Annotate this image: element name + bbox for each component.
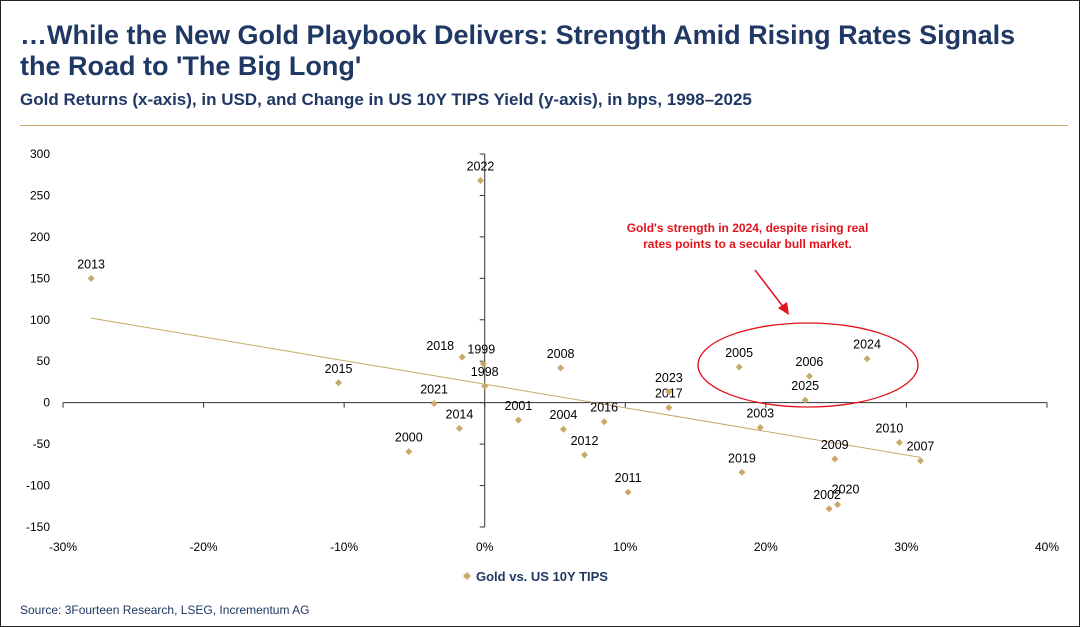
point-label-2022: 2022 (467, 160, 495, 174)
annotation-text: Gold's strength in 2024, despite rising … (626, 221, 869, 251)
point-label-2025: 2025 (791, 379, 819, 393)
x-tick-label: -10% (330, 540, 358, 554)
point-label-2018: 2018 (426, 339, 454, 353)
x-tick-label: 0% (476, 540, 494, 554)
data-point-2018 (458, 353, 466, 361)
point-label-2003: 2003 (746, 407, 774, 421)
point-label-2009: 2009 (821, 438, 849, 452)
data-point-2015 (335, 379, 343, 387)
data-point-2005 (735, 363, 743, 371)
data-point-2014 (455, 424, 463, 432)
y-tick-label: 250 (30, 188, 50, 202)
point-label-1998: 1998 (471, 365, 499, 379)
point-label-2005: 2005 (725, 346, 753, 360)
x-tick-label: 30% (894, 540, 918, 554)
y-tick-label: 200 (30, 230, 50, 244)
data-point-2020 (834, 501, 842, 509)
legend: Gold vs. US 10Y TIPS (463, 569, 608, 584)
scatter-chart: -30% -20% -10% 0% 10% 20% 30% 40% -150 -100 -50 0 50… (26, 147, 1059, 584)
point-label-2024: 2024 (853, 338, 881, 352)
point-label-2002: 2002 (813, 488, 841, 502)
data-point-2025 (801, 396, 809, 404)
data-point-2021 (430, 399, 438, 407)
data-point-2017 (665, 404, 673, 412)
title-divider (20, 125, 1068, 126)
source-note: Source: 3Fourteen Research, LSEG, Increm… (20, 603, 310, 617)
data-point-2013 (87, 274, 95, 282)
annotation-arrow (754, 269, 785, 309)
x-tick-label: 40% (1035, 540, 1059, 554)
y-tick-label: -100 (26, 479, 50, 493)
point-label-2020: 2020 (832, 483, 860, 497)
point-label-2012: 2012 (571, 434, 599, 448)
point-label-2006: 2006 (796, 355, 824, 369)
point-label-2000: 2000 (395, 431, 423, 445)
data-point-2000 (405, 448, 413, 456)
y-tick-label: 150 (30, 271, 50, 285)
x-tick-label: 10% (613, 540, 637, 554)
annotation-arrow-head (778, 302, 789, 315)
data-point-2001 (514, 416, 522, 424)
point-label-2023: 2023 (655, 371, 683, 385)
y-tick-label: -150 (26, 520, 50, 534)
data-point-2007 (916, 457, 924, 465)
data-point-2011 (624, 488, 632, 496)
legend-marker (463, 572, 471, 580)
y-tick-label: 300 (30, 147, 50, 161)
point-label-2001: 2001 (505, 399, 533, 413)
legend-label: Gold vs. US 10Y TIPS (476, 569, 608, 584)
point-label-2004: 2004 (550, 408, 578, 422)
data-point-2006 (805, 372, 813, 380)
data-point-2004 (559, 425, 567, 433)
data-point-2010 (895, 438, 903, 446)
trendline-group (91, 317, 921, 458)
point-label-2013: 2013 (77, 257, 105, 271)
point-label-2010: 2010 (875, 421, 903, 435)
point-label-2019: 2019 (728, 451, 756, 465)
x-tick-label: 20% (754, 540, 778, 554)
point-label-2011: 2011 (615, 471, 642, 485)
point-label-2014: 2014 (446, 407, 474, 421)
point-label-2015: 2015 (325, 362, 353, 376)
data-point-1998 (481, 382, 489, 390)
point-label-2008: 2008 (547, 347, 575, 361)
data-point-2016 (600, 418, 608, 426)
y-tick-label: -50 (33, 437, 51, 451)
y-tick-label: 100 (30, 313, 50, 327)
data-point-2008 (557, 364, 565, 372)
data-point-2009 (831, 455, 839, 463)
data-point-1999 (479, 360, 487, 368)
data-point-2002 (825, 505, 833, 513)
chart-title: …While the New Gold Playbook Delivers: S… (20, 20, 1016, 81)
x-tick-label: -30% (49, 540, 77, 554)
point-label-2016: 2016 (590, 401, 618, 415)
data-point-2003 (756, 424, 764, 432)
highlight-ellipse (697, 322, 919, 408)
data-point-2023 (665, 388, 673, 396)
chart-subtitle: Gold Returns (x-axis), in USD, and Chang… (20, 90, 752, 109)
data-point-2012 (581, 451, 589, 459)
points-group: 1998 1999 2000 2001 2002 2003 2004 2005 2006 2007… (77, 160, 934, 513)
y-tick-label: 50 (37, 354, 51, 368)
point-label-2021: 2021 (420, 382, 448, 396)
y-tick-label: 0 (43, 396, 50, 410)
data-point-2019 (738, 468, 746, 476)
point-label-2007: 2007 (907, 440, 935, 454)
data-point-2024 (863, 355, 871, 363)
trendline (91, 317, 921, 458)
highlight-group (697, 269, 919, 408)
x-tick-label: -20% (190, 540, 218, 554)
data-point-2022 (476, 177, 484, 185)
point-label-1999: 1999 (467, 343, 495, 357)
axes: -30% -20% -10% 0% 10% 20% 30% 40% -150 -100 -50 0 50… (26, 147, 1059, 554)
